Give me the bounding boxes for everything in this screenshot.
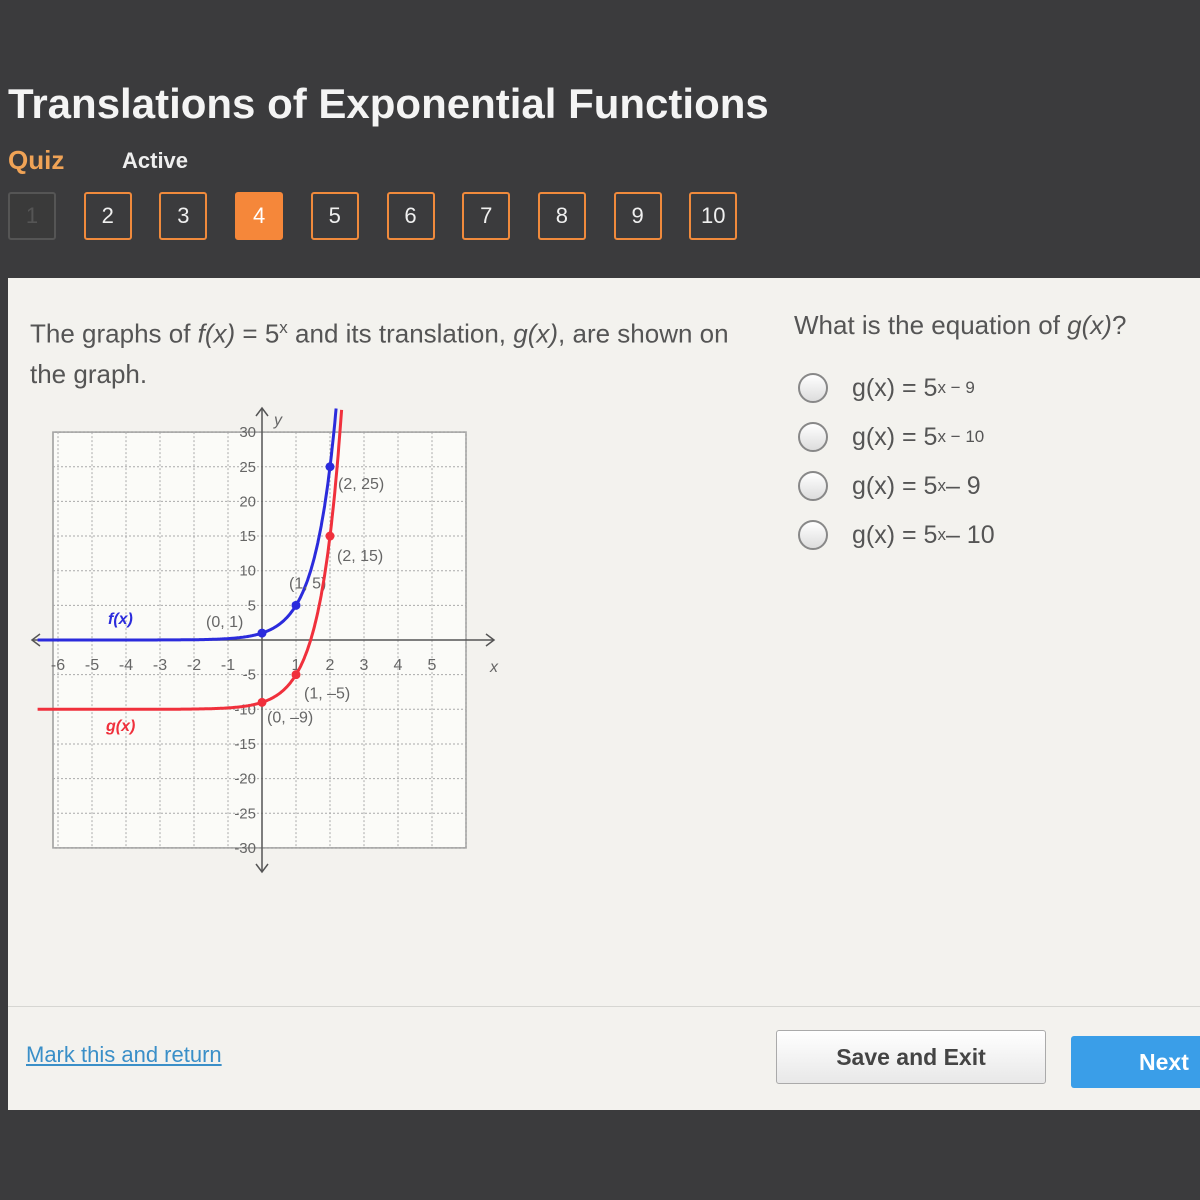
x-tick-label: 3 xyxy=(360,657,369,674)
option-exponent: x − 9 xyxy=(937,378,975,397)
radio-button[interactable] xyxy=(798,520,828,550)
y-tick-label: 10 xyxy=(239,563,256,580)
y-tick-label: -15 xyxy=(234,736,256,753)
y-tick-label: 5 xyxy=(248,597,256,614)
question-5-button[interactable]: 5 xyxy=(310,192,359,240)
question-ask: What is the equation of g(x)? xyxy=(794,310,1126,341)
data-point xyxy=(291,670,301,680)
quiz-label: Quiz xyxy=(8,145,65,175)
prompt-text: = 5 xyxy=(235,318,280,349)
x-tick-label: 1 xyxy=(292,657,301,674)
option-base: g(x) = 5 xyxy=(852,373,938,402)
x-tick-label: -3 xyxy=(153,657,167,674)
series-label: g(x) xyxy=(105,718,135,735)
y-tick-label: -30 xyxy=(234,840,256,857)
data-point xyxy=(291,600,301,610)
series-line-g(x) xyxy=(37,409,344,711)
y-tick-label: -20 xyxy=(234,771,256,788)
save-and-exit-button[interactable]: Save and Exit xyxy=(776,1030,1046,1084)
footer-divider xyxy=(8,1006,1200,1007)
data-point xyxy=(325,462,335,472)
x-tick-label: -1 xyxy=(221,657,235,674)
question-1-button[interactable]: 1 xyxy=(8,192,56,240)
prompt-exp: x xyxy=(279,318,288,337)
next-button[interactable]: Next xyxy=(1071,1036,1200,1088)
question-prompt: The graphs of f(x) = 5x and its translat… xyxy=(30,308,750,394)
option-exponent: x − 10 xyxy=(937,427,985,446)
question-8-button[interactable]: 8 xyxy=(537,192,586,240)
radio-button[interactable] xyxy=(798,471,828,501)
question-2-button[interactable]: 2 xyxy=(83,192,132,240)
page-title: Translations of Exponential Functions xyxy=(8,80,769,127)
ask-text: What is the equation of xyxy=(794,310,1068,340)
y-tick-label: -25 xyxy=(234,805,256,822)
mark-and-return-link[interactable]: Mark this and return xyxy=(26,1042,222,1067)
option-tail: – 10 xyxy=(945,520,995,549)
y-axis-label: y xyxy=(273,412,283,429)
status-label: Active xyxy=(122,148,189,173)
option-tail: – 9 xyxy=(945,471,981,500)
option-base: g(x) = 5 xyxy=(852,520,938,549)
prompt-text: , are shown on the graph. xyxy=(30,318,729,389)
question-4-button[interactable]: 4 xyxy=(235,192,284,240)
y-tick-label: 25 xyxy=(239,459,256,476)
option-exponent: x xyxy=(937,476,946,495)
point-label: (2, 15) xyxy=(337,548,383,565)
y-tick-label: -5 xyxy=(243,667,256,684)
question-7-button[interactable]: 7 xyxy=(462,192,511,240)
x-tick-label: -2 xyxy=(187,657,201,674)
point-label: (2, 25) xyxy=(338,476,384,493)
question-9-button[interactable]: 9 xyxy=(613,192,662,240)
x-axis-label: x xyxy=(489,659,499,676)
question-6-button[interactable]: 6 xyxy=(386,192,435,240)
x-tick-label: -4 xyxy=(119,657,133,674)
data-point xyxy=(257,697,267,707)
x-tick-label: 2 xyxy=(326,657,335,674)
radio-button[interactable] xyxy=(798,422,828,452)
prompt-text: and its translation, xyxy=(287,318,514,349)
option-base: g(x) = 5 xyxy=(852,471,938,500)
radio-button[interactable] xyxy=(798,373,828,403)
x-tick-label: -6 xyxy=(51,657,65,674)
point-label: (0, 1) xyxy=(206,614,243,631)
x-tick-label: -5 xyxy=(85,657,99,674)
ask-text: ? xyxy=(1111,310,1127,340)
question-10-button[interactable]: 10 xyxy=(689,192,738,240)
point-label: (0, –9) xyxy=(267,709,313,726)
point-label: (1, –5) xyxy=(304,686,350,703)
question-3-button[interactable]: 3 xyxy=(159,192,208,240)
x-tick-label: 5 xyxy=(428,657,437,674)
series-label: f(x) xyxy=(108,611,133,628)
ask-gx: g(x) xyxy=(1067,310,1112,340)
option-exponent: x xyxy=(937,525,946,544)
prompt-text: The graphs of xyxy=(30,318,198,349)
point-label: (1, 5) xyxy=(289,575,326,592)
y-tick-label: 20 xyxy=(239,493,256,510)
option-base: g(x) = 5 xyxy=(852,422,938,451)
data-point xyxy=(257,628,267,638)
axis-arrows xyxy=(30,406,496,874)
prompt-gx: g(x) xyxy=(513,318,559,349)
series-line-f(x) xyxy=(37,408,338,642)
y-tick-label: 30 xyxy=(239,424,256,441)
prompt-fx: f(x) xyxy=(197,318,236,349)
x-tick-label: 4 xyxy=(394,657,403,674)
y-tick-label: 15 xyxy=(239,528,256,545)
data-point xyxy=(325,531,335,541)
